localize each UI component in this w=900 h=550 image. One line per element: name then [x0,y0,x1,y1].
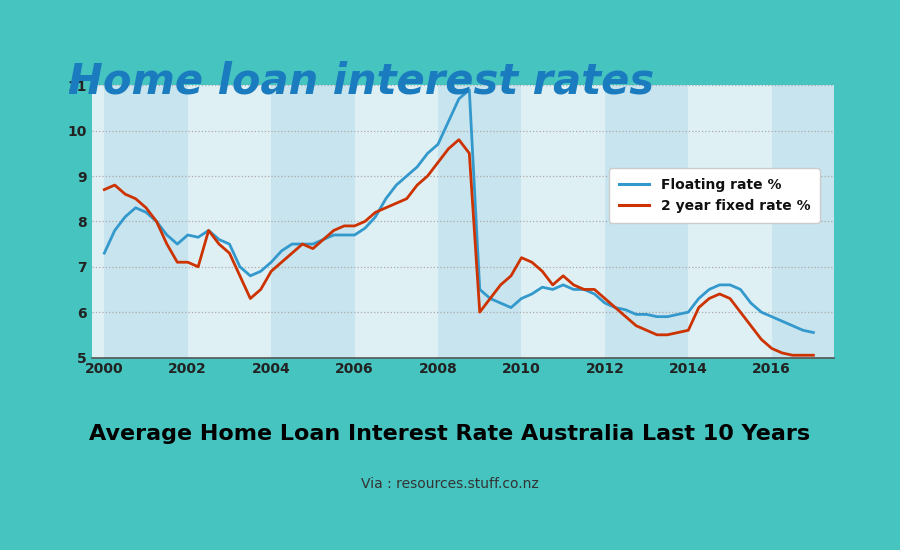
Bar [188,85,271,358]
Bar [355,85,438,358]
Bar [521,85,605,358]
Bar [271,85,355,358]
Text: Home loan interest rates: Home loan interest rates [68,60,653,102]
Bar [688,85,771,358]
Bar [438,85,521,358]
Legend: Floating rate %, 2 year fixed rate %: Floating rate %, 2 year fixed rate % [609,168,820,223]
Bar [771,85,855,358]
Text: Average Home Loan Interest Rate Australia Last 10 Years: Average Home Loan Interest Rate Australi… [89,425,811,444]
Bar [104,85,188,358]
Bar [605,85,688,358]
Text: Via : resources.stuff.co.nz: Via : resources.stuff.co.nz [361,477,539,491]
